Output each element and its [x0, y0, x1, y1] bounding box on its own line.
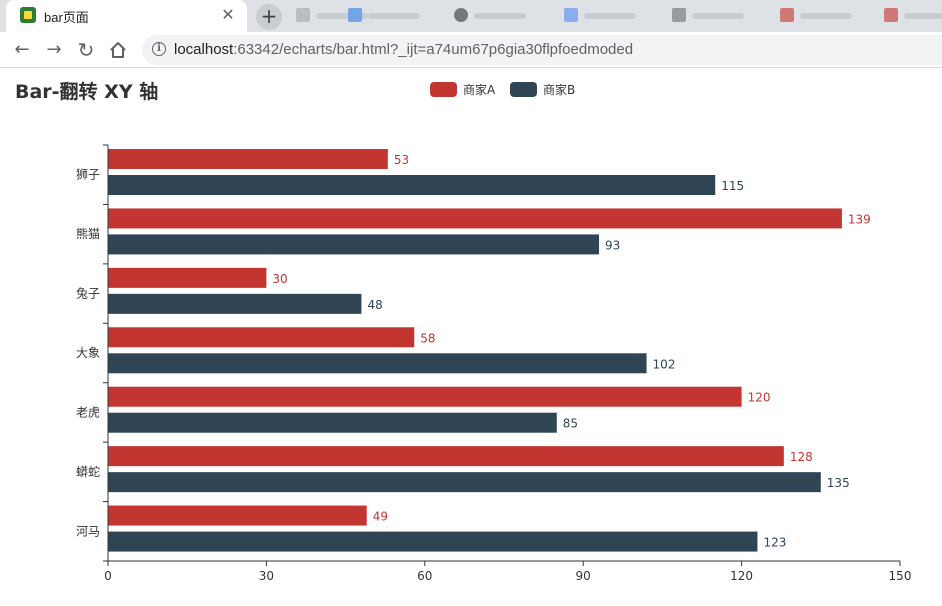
tab-favicon-icon [454, 8, 468, 22]
url-path: :63342/echarts/bar.html?_ijt=a74um67p6gi… [233, 41, 634, 58]
x-tick-label: 30 [259, 569, 274, 583]
y-tick-label: 兔子 [76, 286, 100, 301]
browser-tab[interactable]: bar页面 ✕ [6, 0, 247, 32]
bars: 53 115 139 93 30 48 58 102 120 85 128 135 49 123 [108, 149, 871, 552]
x-tick-label: 0 [104, 569, 112, 583]
tab-title: bar页面 [44, 10, 89, 25]
x-tick-label: 120 [730, 569, 753, 583]
bar-value-label: 85 [563, 417, 578, 431]
url-host: localhost [174, 41, 234, 58]
bar[interactable] [108, 149, 388, 169]
bar[interactable] [108, 531, 758, 552]
bar[interactable] [108, 293, 362, 314]
x-tick-label: 60 [417, 569, 432, 583]
background-tab[interactable] [448, 4, 546, 28]
y-tick-label: 河马 [76, 524, 100, 538]
bar-value-label: 135 [827, 476, 850, 490]
bar-chart: Bar-翻转 XY 轴 商家A 商家B 53 115 139 93 30 48 58 102 12… [15, 80, 912, 583]
bar-value-label: 120 [748, 391, 771, 405]
favicon-icon [20, 7, 36, 23]
bar[interactable] [108, 234, 600, 255]
close-icon[interactable]: ✕ [221, 5, 235, 24]
background-tab[interactable] [290, 4, 388, 28]
reload-icon[interactable]: ↻ [77, 38, 95, 62]
back-icon[interactable]: ← [14, 39, 30, 60]
bar[interactable] [108, 353, 647, 374]
bar-value-label: 48 [367, 298, 382, 312]
y-tick-label: 老虎 [76, 405, 100, 419]
tab-favicon-icon [296, 8, 310, 22]
bar[interactable] [108, 505, 367, 526]
bar-value-label: 102 [653, 357, 676, 371]
bar[interactable] [108, 472, 821, 493]
bar-value-label: 53 [394, 153, 409, 167]
browser-toolbar: ← → ↻ i localhost:63342/echarts/bar.html… [0, 32, 942, 68]
x-tick-label: 150 [889, 569, 912, 583]
legend-label[interactable]: 商家B [543, 82, 575, 97]
bar[interactable] [108, 175, 716, 195]
bar[interactable] [108, 412, 557, 433]
x-tick-label: 90 [576, 569, 591, 583]
bar[interactable] [108, 446, 784, 467]
bar-value-label: 30 [272, 272, 287, 286]
background-tab[interactable] [774, 4, 872, 28]
legend-label[interactable]: 商家A [463, 82, 496, 97]
bar[interactable] [108, 208, 842, 229]
legend-swatch[interactable] [430, 82, 457, 97]
tab-favicon-icon [672, 8, 686, 22]
y-tick-label: 蟒蛇 [76, 464, 100, 479]
home-icon[interactable] [106, 38, 130, 62]
tab-favicon-icon [884, 8, 898, 22]
chart-title: Bar-翻转 XY 轴 [15, 80, 158, 103]
background-tab[interactable] [878, 4, 942, 28]
tab-favicon-icon [348, 8, 362, 22]
new-tab-icon[interactable]: + [256, 4, 282, 30]
legend: 商家A 商家B [430, 82, 575, 97]
bar-value-label: 93 [605, 238, 620, 252]
y-tick-label: 熊猫 [76, 226, 100, 241]
bar-value-label: 49 [373, 510, 388, 524]
legend-swatch[interactable] [510, 82, 537, 97]
tab-favicon-icon [780, 8, 794, 22]
forward-icon[interactable]: → [46, 39, 62, 60]
bar-value-label: 123 [763, 536, 786, 550]
background-tabs [290, 4, 942, 28]
background-tab[interactable] [342, 4, 440, 28]
background-tab[interactable] [666, 4, 764, 28]
tab-strip: bar页面 ✕ + [0, 0, 942, 32]
bar-value-label: 139 [848, 212, 871, 226]
bar[interactable] [108, 327, 415, 348]
y-tick-label: 大象 [76, 346, 100, 360]
tab-favicon-icon [564, 8, 578, 22]
bar-value-label: 128 [790, 450, 813, 464]
address-bar[interactable]: i localhost:63342/echarts/bar.html?_ijt=… [142, 35, 942, 65]
background-tab[interactable] [558, 4, 656, 28]
info-icon[interactable]: i [152, 42, 166, 56]
bar[interactable] [108, 267, 267, 288]
url-text[interactable]: localhost:63342/echarts/bar.html?_ijt=a7… [174, 41, 633, 58]
bar-value-label: 115 [721, 179, 744, 193]
bar[interactable] [108, 386, 742, 407]
y-tick-label: 狮子 [76, 168, 100, 182]
bar-value-label: 58 [420, 331, 435, 345]
